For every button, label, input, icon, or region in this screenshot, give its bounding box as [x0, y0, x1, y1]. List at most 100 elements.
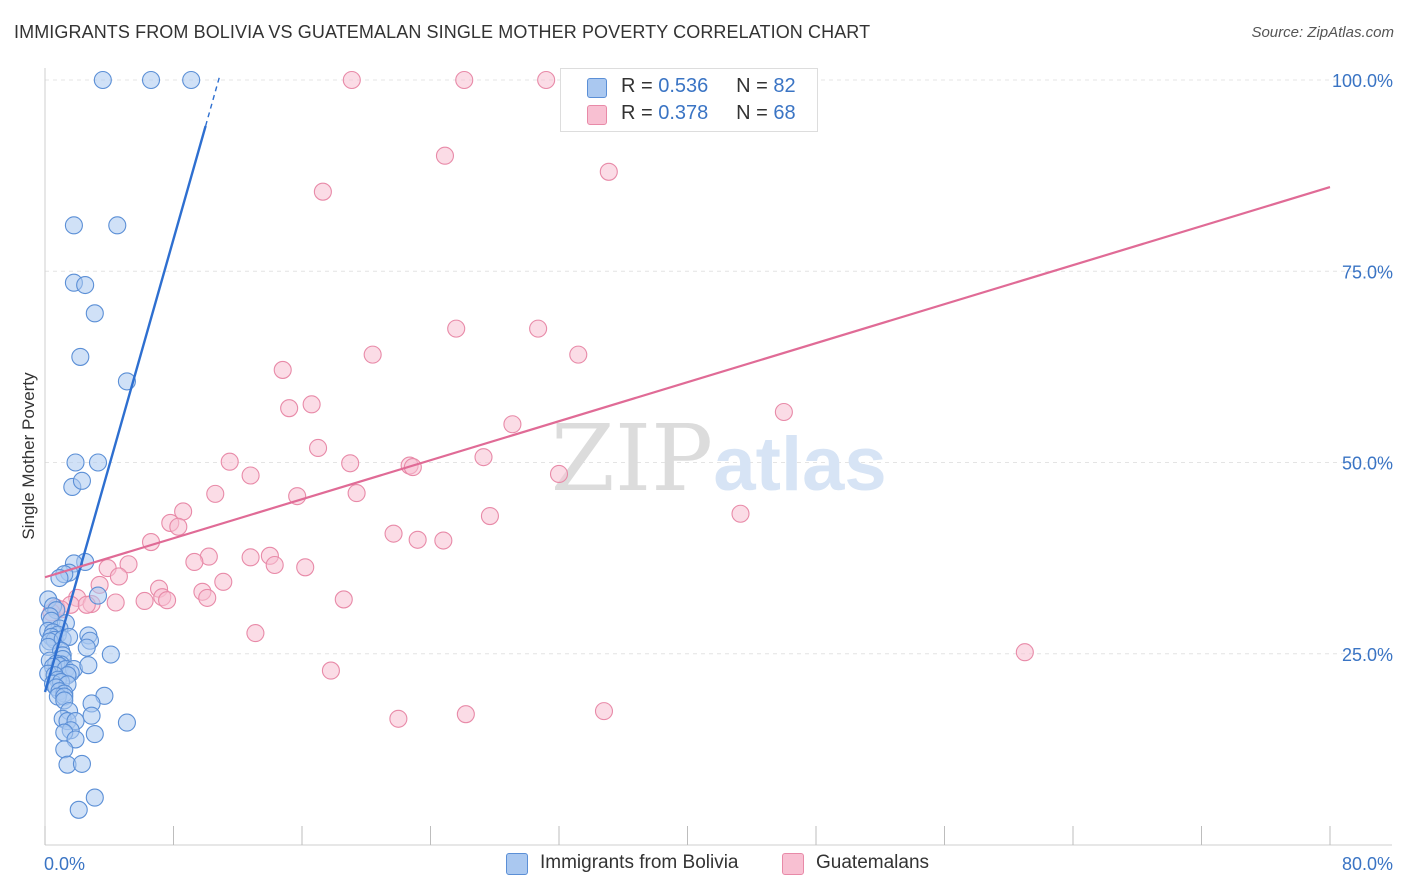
guatemalan-point: [1015, 643, 1034, 662]
watermark-zip: ZIP: [551, 405, 713, 512]
guatemalan-point: [384, 524, 403, 543]
n-value-guatemalans: 68: [773, 102, 796, 124]
n-value-bolivia: 82: [773, 75, 796, 97]
guatemalan-point: [594, 702, 614, 721]
bolivia-legend-label: Immigrants from Bolivia: [540, 852, 739, 873]
guatemalan-point: [408, 530, 427, 549]
source-label: Source: ZipAtlas.com: [1251, 24, 1394, 41]
bolivia-point: [85, 725, 104, 744]
guatemalan-point: [447, 319, 466, 338]
guatemalan-point: [342, 70, 361, 90]
guatemalan-point: [280, 399, 299, 418]
guatemalans-legend-swatch: [782, 853, 804, 875]
guatemalans-swatch: [587, 105, 607, 125]
bolivia-points: [39, 70, 201, 819]
guatemalan-trend-line: [44, 186, 1331, 579]
guatemalan-point: [347, 484, 366, 503]
guatemalan-point: [434, 531, 453, 550]
bolivia-point: [55, 740, 74, 759]
axes: [44, 68, 1392, 846]
y-tick-label: 100.0%: [1332, 71, 1393, 91]
guatemalan-point: [341, 454, 360, 473]
r-label: R =: [621, 75, 653, 97]
bolivia-point: [141, 70, 161, 90]
guatemalan-point: [569, 345, 588, 364]
guatemalan-point: [185, 552, 204, 572]
x-tick-label: 80.0%: [1342, 854, 1393, 874]
n-label: N =: [736, 75, 768, 97]
n-label: N =: [736, 102, 768, 124]
bolivia-point: [101, 645, 120, 664]
correlation-legend: R = 0.536 N = 82 R = 0.378 N = 68: [560, 68, 818, 132]
bolivia-point: [71, 347, 90, 366]
guatemalan-point: [435, 146, 455, 165]
bolivia-point: [108, 216, 127, 235]
r-label: R =: [621, 102, 653, 124]
bolivia-point: [66, 453, 85, 472]
guatemalan-point: [206, 484, 225, 503]
bolivia-point: [82, 706, 101, 725]
tick-labels: 25.0% 50.0% 75.0% 100.0% 0.0% 80.0%: [44, 71, 1393, 874]
chart-title: IMMIGRANTS FROM BOLIVIA VS GUATEMALAN SI…: [14, 22, 871, 42]
guatemalan-point: [158, 591, 177, 610]
guatemalan-point: [774, 402, 793, 422]
y-tick-label: 75.0%: [1342, 262, 1393, 282]
guatemalan-point: [106, 593, 125, 612]
guatemalan-point: [537, 70, 556, 90]
guatemalan-point: [313, 182, 332, 201]
guatemalan-point: [731, 504, 750, 523]
gridlines: [45, 79, 1392, 655]
x-tick-label: 0.0%: [44, 854, 85, 874]
y-tick-label: 25.0%: [1342, 645, 1393, 665]
guatemalan-point: [529, 319, 548, 338]
guatemalan-point: [296, 558, 315, 577]
guatemalan-point: [109, 567, 128, 586]
y-tick-label: 50.0%: [1342, 454, 1393, 474]
guatemalan-point: [321, 661, 340, 680]
guatemalan-point: [241, 466, 260, 485]
bolivia-point: [64, 216, 83, 235]
bolivia-point: [88, 586, 108, 605]
guatemalan-point: [135, 591, 154, 611]
guatemalan-point: [265, 555, 284, 575]
y-axis-label: Single Mother Poverty: [19, 372, 38, 540]
guatemalan-point: [309, 438, 328, 458]
guatemalan-point: [503, 415, 522, 434]
trend-lines: [43, 74, 1331, 693]
bolivia-point: [72, 754, 91, 773]
bolivia-trend-extension: [204, 74, 221, 127]
guatemalan-point: [246, 624, 265, 643]
guatemalans-legend-label: Guatemalans: [816, 852, 930, 873]
guatemalan-point: [220, 452, 239, 471]
bolivia-point: [93, 70, 112, 90]
watermark: ZIP atlas: [551, 405, 887, 512]
guatemalan-point: [474, 448, 493, 467]
bolivia-point: [88, 453, 108, 472]
bolivia-point: [72, 471, 91, 490]
bolivia-point: [69, 800, 88, 819]
guatemalan-point: [169, 517, 188, 536]
bolivia-swatch: [587, 78, 607, 98]
guatemalan-point: [599, 162, 618, 181]
guatemalans-points: [42, 70, 1034, 728]
bolivia-point: [77, 638, 96, 657]
guatemalan-point: [241, 548, 260, 567]
guatemalan-point: [273, 360, 292, 379]
bolivia-point: [76, 275, 95, 295]
r-value-guatemalans: 0.378: [658, 102, 709, 124]
guatemalan-point: [302, 395, 321, 414]
bolivia-point: [79, 656, 98, 675]
watermark-atlas: atlas: [713, 422, 886, 507]
bolivia-trend-line: [43, 125, 207, 693]
guatemalan-point: [214, 572, 233, 591]
r-value-bolivia: 0.536: [658, 75, 709, 97]
guatemalan-point: [456, 705, 475, 724]
guatemalan-point: [549, 464, 569, 484]
guatemalan-point: [389, 709, 408, 728]
guatemalan-point: [119, 555, 138, 574]
bolivia-point: [85, 788, 104, 807]
guatemalan-point: [198, 588, 217, 607]
guatemalan-point: [455, 70, 474, 90]
guatemalan-point: [334, 590, 353, 609]
